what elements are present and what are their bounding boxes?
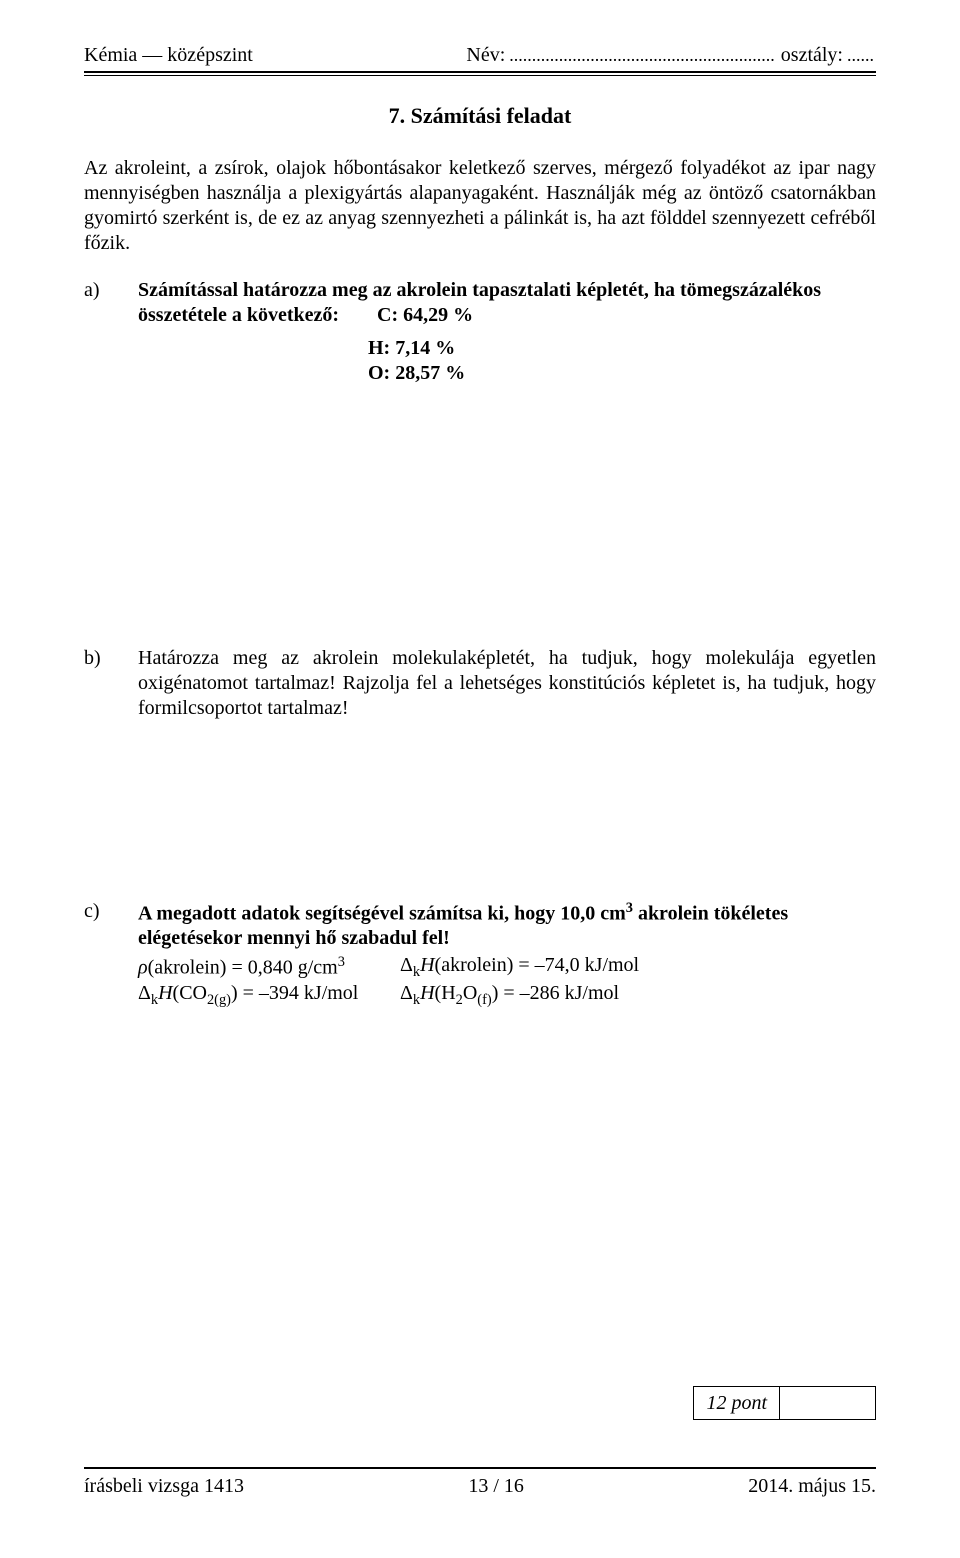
item-c: c) A megadott adatok segítségével számít… <box>84 899 876 952</box>
rho-sup: 3 <box>338 954 345 970</box>
dh-akrolein-val: (akrolein) = –74,0 kJ/mol <box>435 954 640 976</box>
item-a-label: a) <box>84 278 138 328</box>
item-a-comp-h: H: 7,14 % <box>368 336 876 361</box>
footer-center: 13 / 16 <box>468 1475 524 1498</box>
intro-paragraph: Az akroleint, a zsírok, olajok hőbontása… <box>84 156 876 256</box>
item-a-line1a: Számítással határozza meg az akrolein ta… <box>138 279 821 301</box>
delta-3: Δ <box>400 982 413 1004</box>
score-box: 12 pont <box>693 1386 876 1420</box>
sub-k-1: k <box>413 964 420 980</box>
class-blank: ...... <box>845 45 876 66</box>
sub-k-3: k <box>413 992 420 1008</box>
item-a-comp-o: O: 28,57 % <box>368 361 876 386</box>
page-footer: írásbeli vizsga 1413 13 / 16 2014. május… <box>84 1467 876 1498</box>
co2-sub: 2(g) <box>207 992 231 1008</box>
item-a: a) Számítással határozza meg az akrolein… <box>84 278 876 328</box>
name-label: Név: <box>466 44 507 67</box>
footer-rule <box>84 1467 876 1469</box>
H-2: H <box>158 982 172 1004</box>
H-1: H <box>420 954 434 976</box>
workspace-c <box>84 1009 876 1299</box>
delta-1: Δ <box>400 954 413 976</box>
score-label: 12 pont <box>693 1386 780 1420</box>
task-title: 7. Számítási feladat <box>84 102 876 130</box>
item-b: b) Határozza meg az akrolein molekulakép… <box>84 646 876 721</box>
formula-rho: ρ(akrolein) = 0,840 g/cm3 <box>138 953 400 981</box>
class-label: osztály: <box>777 44 845 67</box>
h2o-par: (H <box>435 982 456 1004</box>
item-b-label: b) <box>84 646 138 721</box>
subject-label: Kémia — középszint <box>84 44 253 67</box>
rho-symbol: ρ <box>138 957 148 979</box>
item-c-formula-row-1: ρ(akrolein) = 0,840 g/cm3 ΔkH(akrolein) … <box>138 953 876 981</box>
item-a-comp-c: C: 64,29 % <box>377 304 473 326</box>
name-class-fields: Név: ...................................… <box>466 44 876 67</box>
item-c-label: c) <box>84 899 138 952</box>
H-3: H <box>420 982 434 1004</box>
header-rule-1 <box>84 71 876 73</box>
header-rule-2 <box>84 75 876 76</box>
item-c-line2: elégetésekor mennyi hő szabadul fel! <box>138 927 450 949</box>
item-c-line1-end: akrolein tökéletes <box>633 902 788 924</box>
item-c-line1-sup: 3 <box>626 900 633 916</box>
sub-k-2: k <box>151 992 158 1008</box>
score-blank <box>780 1386 876 1420</box>
h2o-sub2: (f) <box>477 992 491 1008</box>
h2o-sub1: 2 <box>456 992 463 1008</box>
workspace-a <box>84 386 876 646</box>
workspace-b <box>84 729 876 899</box>
name-blank: ........................................… <box>507 45 777 66</box>
delta-2: Δ <box>138 982 151 1004</box>
item-c-formula-row-2: ΔkH(CO2(g)) = –394 kJ/mol ΔkH(H2O(f)) = … <box>138 981 876 1009</box>
footer-right: 2014. május 15. <box>748 1475 876 1498</box>
item-a-composition: H: 7,14 % O: 28,57 % <box>316 336 876 386</box>
co2-par: (CO <box>173 982 207 1004</box>
item-a-line1b: összetétele a következő: <box>138 304 339 326</box>
page-header: Kémia — középszint Név: ................… <box>84 44 876 67</box>
page-content: 7. Számítási feladat Az akroleint, a zsí… <box>84 102 876 1299</box>
item-b-body: Határozza meg az akrolein molekulaképlet… <box>138 646 876 721</box>
footer-left: írásbeli vizsga 1413 <box>84 1475 244 1498</box>
item-c-line1: A megadott adatok segítségével számítsa … <box>138 902 626 924</box>
formula-dh-co2: ΔkH(CO2(g)) = –394 kJ/mol <box>138 981 400 1009</box>
formula-dh-h2o: ΔkH(H2O(f)) = –286 kJ/mol <box>400 981 876 1009</box>
co2-val: ) = –394 kJ/mol <box>231 982 358 1004</box>
item-c-body: A megadott adatok segítségével számítsa … <box>138 899 876 952</box>
formula-dh-akrolein: ΔkH(akrolein) = –74,0 kJ/mol <box>400 953 876 981</box>
h2o-O: O <box>463 982 477 1004</box>
rho-expr: (akrolein) = 0,840 g/cm <box>148 957 338 979</box>
item-a-body: Számítással határozza meg az akrolein ta… <box>138 278 876 328</box>
h2o-val: ) = –286 kJ/mol <box>492 982 619 1004</box>
